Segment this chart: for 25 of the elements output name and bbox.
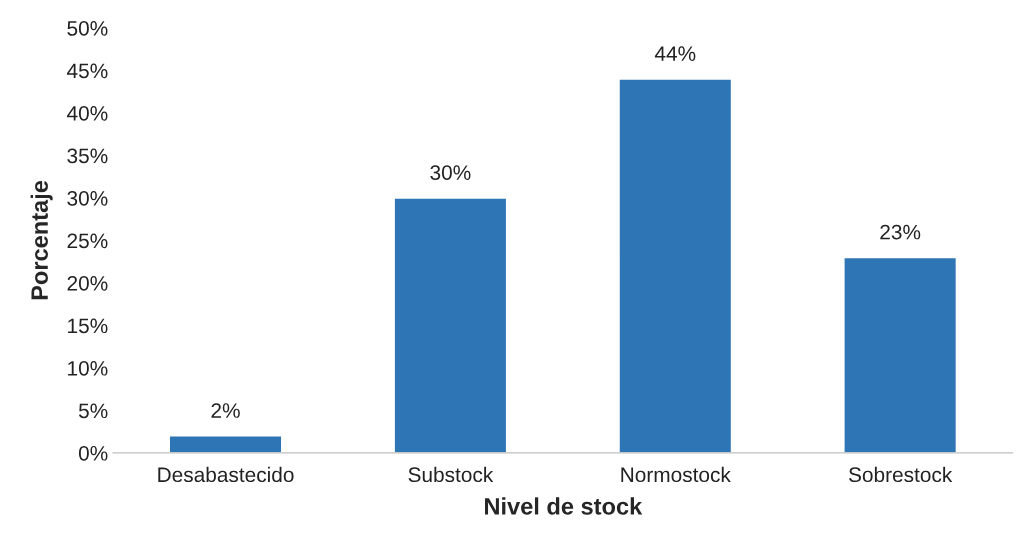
y-tick-label: 30%	[67, 190, 108, 206]
x-axis-title: Nivel de stock	[485, 497, 643, 515]
data-label: 30%	[430, 165, 471, 180]
data-label: 23%	[880, 224, 921, 240]
x-tick-label: Desabastecido	[158, 466, 294, 483]
y-tick-label: 10%	[68, 360, 108, 376]
y-tick-label: 45%	[67, 63, 108, 79]
y-tick-label: 40%	[67, 105, 108, 121]
y-tick-label: 0%	[78, 445, 108, 461]
y-tick-label: 25%	[67, 233, 108, 249]
data-label: 2%	[211, 403, 240, 418]
x-tick-label: Substock	[408, 466, 494, 483]
y-tick-label: 35%	[67, 148, 108, 164]
y-tick-label: 50%	[67, 21, 108, 36]
y-tick-label: 5%	[78, 403, 108, 419]
bar	[618, 78, 733, 453]
y-axis-title: Porcentaje	[30, 180, 53, 300]
bar	[843, 256, 958, 453]
y-tick-label: 15%	[68, 318, 108, 334]
y-tick-label: 20%	[67, 275, 108, 291]
x-tick-label: Sobrestock	[848, 466, 953, 483]
bar	[393, 197, 508, 453]
data-label: 44%	[654, 46, 696, 61]
x-tick-label: Normostock	[621, 466, 731, 483]
bar	[168, 435, 283, 453]
